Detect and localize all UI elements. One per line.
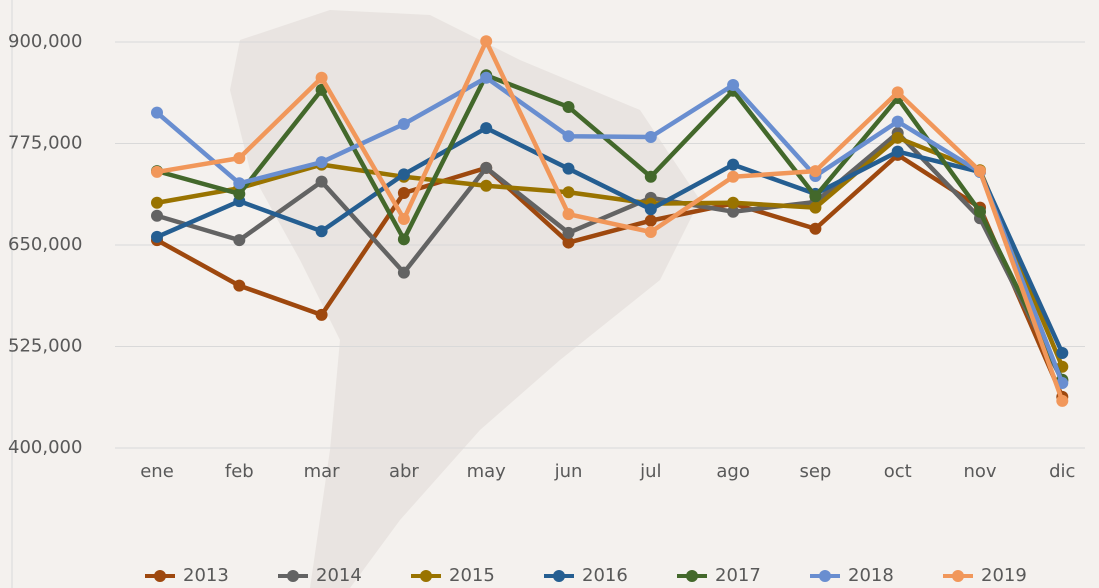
x-tick-label: jun: [554, 461, 583, 482]
point: [891, 86, 904, 99]
x-tick-label: may: [467, 461, 507, 482]
x-tick-label: dic: [1049, 461, 1075, 482]
point: [397, 118, 410, 131]
point: [974, 165, 986, 178]
point: [397, 233, 410, 246]
point: [644, 226, 657, 239]
x-tick-label: abr: [389, 461, 419, 482]
point: [644, 203, 657, 216]
point: [315, 156, 328, 169]
point: [1056, 394, 1069, 407]
point: [562, 226, 575, 239]
legend-swatch-dot: [154, 570, 166, 582]
point: [974, 205, 986, 218]
y-tick-label: 650,000: [8, 234, 82, 255]
point: [151, 230, 163, 243]
point: [397, 266, 410, 279]
y-tick-label: 900,000: [8, 31, 82, 52]
point: [562, 186, 575, 199]
point: [727, 205, 740, 218]
point: [315, 308, 328, 321]
legend-label: 2018: [848, 565, 894, 586]
point: [562, 208, 575, 221]
series-line: [155, 152, 1065, 398]
point: [562, 130, 575, 143]
legend-swatch-dot: [420, 570, 432, 582]
map-silhouette: [230, 10, 700, 588]
x-tick-label: oct: [884, 461, 912, 482]
legend-label: 2019: [981, 565, 1027, 586]
point: [727, 79, 740, 92]
legend-label: 2017: [715, 565, 761, 586]
point: [562, 162, 575, 175]
point: [727, 170, 740, 183]
point: [315, 175, 328, 188]
point: [151, 165, 163, 178]
legend-swatch-dot: [287, 570, 299, 582]
point: [233, 187, 246, 200]
point: [233, 234, 246, 247]
series-line: [156, 73, 1065, 381]
y-tick-label: 775,000: [8, 133, 82, 154]
point: [151, 209, 163, 222]
point: [480, 71, 493, 84]
x-tick-label: mar: [304, 461, 341, 482]
point: [727, 196, 740, 209]
legend-label: 2014: [316, 565, 362, 586]
legend-label: 2013: [183, 565, 229, 586]
point: [562, 100, 575, 113]
point: [644, 131, 657, 144]
x-tick-label: feb: [225, 461, 254, 482]
point: [480, 35, 493, 48]
point: [809, 190, 822, 203]
series-line: [156, 130, 1065, 382]
legend-swatch-dot: [819, 570, 831, 582]
legend-swatch-dot: [952, 570, 964, 582]
x-tick-label: nov: [963, 461, 996, 482]
x-tick-label: sep: [799, 461, 831, 482]
point: [397, 168, 410, 181]
point: [397, 187, 410, 200]
series-line: [155, 75, 1065, 384]
point: [644, 170, 657, 183]
point: [480, 161, 493, 174]
point: [809, 165, 822, 178]
point: [151, 196, 163, 209]
point: [891, 131, 904, 144]
series-line: [156, 135, 1065, 368]
point: [233, 177, 246, 190]
y-tick-label: 525,000: [8, 336, 82, 357]
point: [397, 213, 410, 226]
point: [809, 222, 822, 235]
legend-label: 2015: [449, 565, 495, 586]
point: [233, 279, 246, 292]
point: [315, 71, 328, 84]
point: [727, 158, 740, 171]
legend-label: 2016: [582, 565, 628, 586]
y-tick-label: 400,000: [8, 437, 82, 458]
x-tick-label: jul: [639, 461, 661, 482]
point: [809, 201, 822, 214]
x-tick-label: ene: [140, 461, 174, 482]
point: [1056, 346, 1069, 359]
legend-swatch-dot: [553, 570, 565, 582]
point: [480, 122, 493, 135]
x-tick-label: ago: [716, 461, 749, 482]
legend-swatch-dot: [686, 570, 698, 582]
point: [233, 152, 246, 165]
point: [562, 236, 575, 249]
point: [151, 106, 163, 119]
point: [480, 179, 493, 192]
point: [644, 214, 657, 227]
point: [891, 145, 904, 158]
series-line: [156, 125, 1065, 354]
series-line: [156, 38, 1065, 402]
point: [891, 115, 904, 128]
point: [315, 225, 328, 238]
